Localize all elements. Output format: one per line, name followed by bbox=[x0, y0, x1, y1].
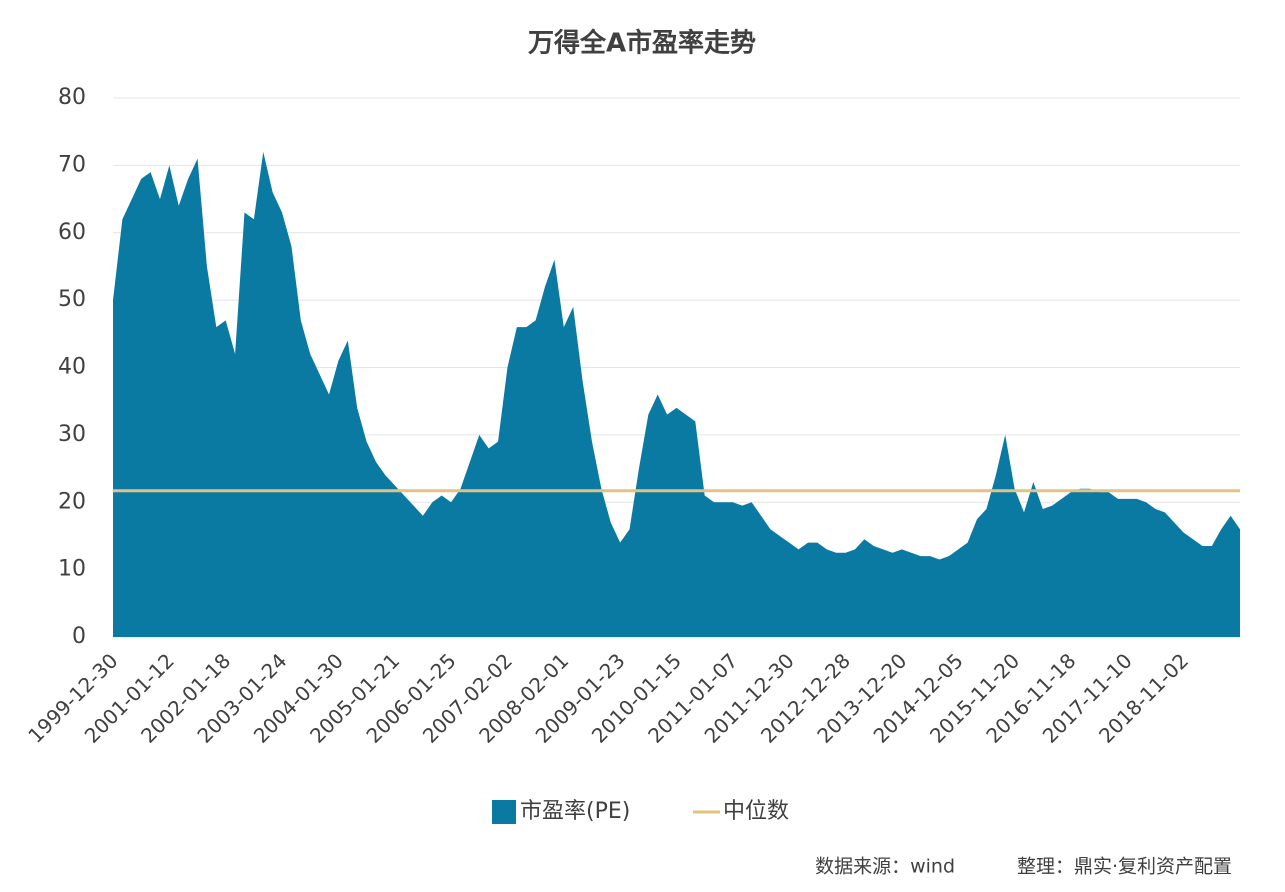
y-tick-label: 20 bbox=[58, 489, 86, 514]
y-tick-label: 30 bbox=[58, 422, 86, 447]
legend-label: 市盈率(PE) bbox=[520, 799, 630, 824]
legend-label: 中位数 bbox=[723, 799, 789, 824]
y-tick-label: 80 bbox=[58, 85, 86, 110]
y-tick-label: 60 bbox=[58, 220, 86, 245]
source-note: 数据来源：wind bbox=[815, 856, 955, 878]
y-tick-label: 10 bbox=[58, 557, 86, 582]
legend-swatch bbox=[492, 800, 516, 824]
pe-area bbox=[113, 151, 1240, 637]
y-tick-label: 40 bbox=[58, 355, 86, 380]
credit-note: 整理：鼎实·复利资产配置 bbox=[1017, 856, 1232, 878]
y-tick-label: 70 bbox=[58, 152, 86, 177]
y-tick-label: 50 bbox=[58, 287, 86, 312]
chart-title: 万得全A市盈率走势 bbox=[528, 28, 756, 59]
y-tick-label: 0 bbox=[72, 624, 86, 649]
